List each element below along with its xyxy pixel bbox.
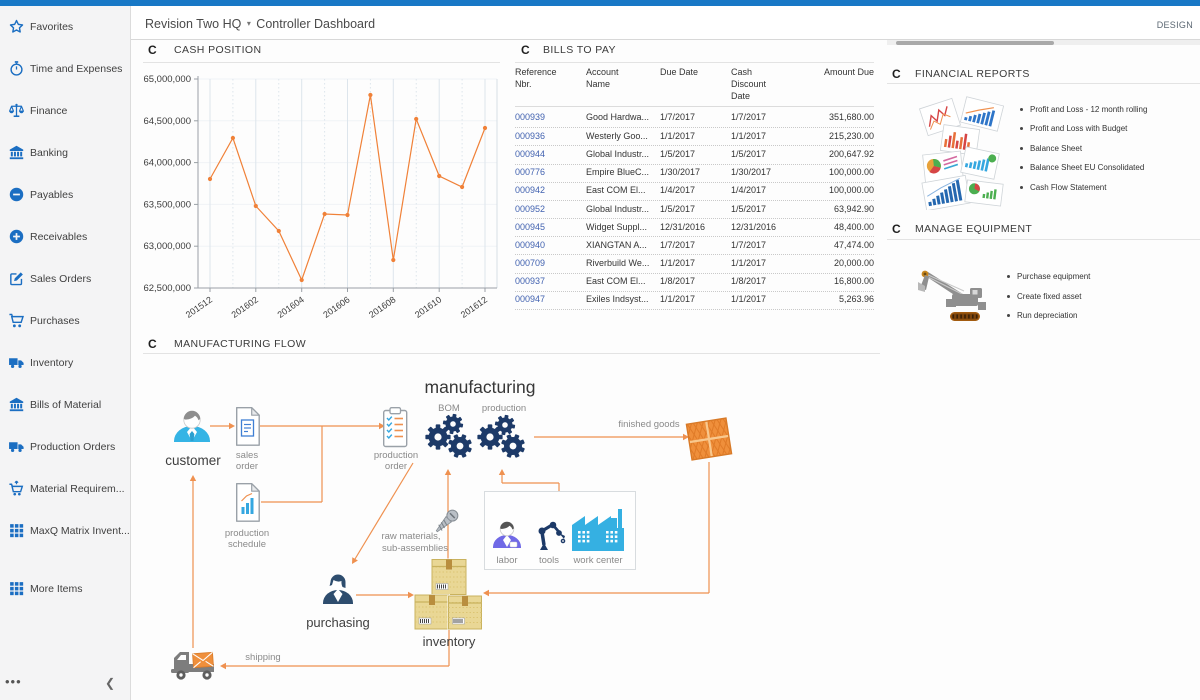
- svg-text:raw materials,: raw materials,: [381, 531, 440, 542]
- svg-text:finished goods: finished goods: [618, 419, 680, 430]
- svg-text:inventory: inventory: [423, 634, 476, 649]
- svg-text:customer: customer: [165, 453, 221, 468]
- svg-text:62,500,000: 62,500,000: [143, 283, 191, 294]
- svg-text:purchasing: purchasing: [306, 615, 370, 630]
- svg-text:63,500,000: 63,500,000: [143, 199, 191, 210]
- svg-text:order: order: [385, 461, 407, 472]
- svg-text:production: production: [482, 403, 526, 414]
- svg-text:manufacturing: manufacturing: [425, 377, 536, 397]
- svg-text:64,000,000: 64,000,000: [143, 158, 191, 169]
- svg-text:labor: labor: [496, 555, 517, 566]
- svg-text:sales: sales: [236, 450, 258, 461]
- svg-text:64,500,000: 64,500,000: [143, 116, 191, 127]
- svg-text:sub-assemblies: sub-assemblies: [382, 543, 448, 554]
- svg-text:work center: work center: [572, 555, 622, 566]
- svg-text:shipping: shipping: [245, 652, 280, 663]
- svg-text:order: order: [236, 461, 258, 472]
- svg-text:schedule: schedule: [228, 539, 266, 550]
- svg-text:tools: tools: [539, 555, 559, 566]
- svg-text:production: production: [225, 528, 269, 539]
- svg-text:BOM: BOM: [438, 403, 460, 414]
- svg-text:production: production: [374, 450, 418, 461]
- svg-text:63,000,000: 63,000,000: [143, 241, 191, 252]
- svg-text:65,000,000: 65,000,000: [143, 74, 191, 85]
